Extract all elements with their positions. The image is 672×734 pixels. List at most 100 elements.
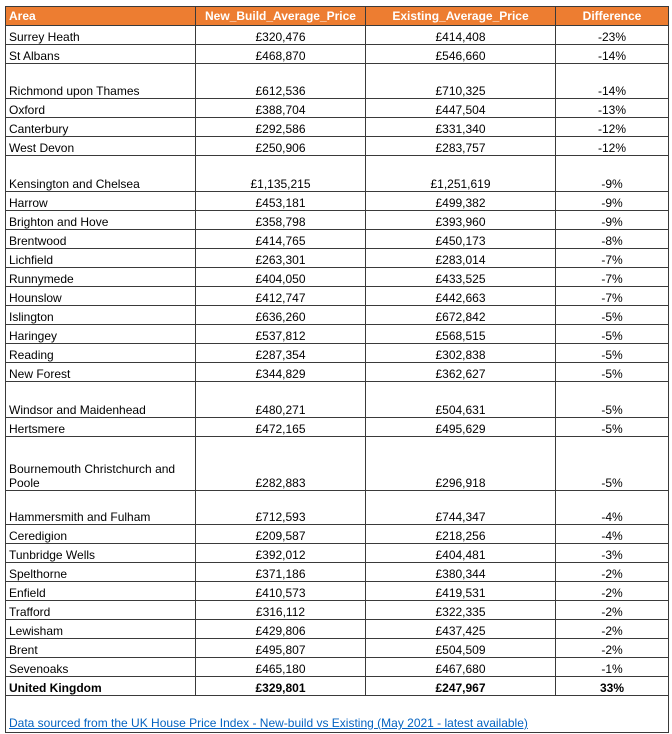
area-cell: New Forest (5, 362, 196, 382)
area-cell: Sevenoaks (5, 657, 196, 677)
value-cell: £358,798 (195, 210, 366, 230)
area-cell: Oxford (5, 98, 196, 118)
table-row: Islington £636,260 £672,842 -5% (5, 305, 669, 325)
value-cell: £495,629 (365, 417, 556, 437)
table-row: Brentwood £414,765 £450,173 -8% (5, 229, 669, 249)
value-cell: £453,181 (195, 191, 366, 211)
area-cell: Islington (5, 305, 196, 325)
value-cell: £404,481 (365, 543, 556, 563)
area-cell: Tunbridge Wells (5, 543, 196, 563)
value-cell: £442,663 (365, 286, 556, 306)
value-cell: £468,870 (195, 44, 366, 64)
table-row: Windsor and Maidenhead £480,271 £504,631 -5… (5, 381, 669, 418)
value-cell: £283,014 (365, 248, 556, 268)
value-cell: £404,050 (195, 267, 366, 287)
value-cell: -4% (555, 490, 669, 525)
value-cell: -5% (555, 381, 669, 418)
footer-row: Data sourced from the UK House Price Ind… (5, 695, 669, 733)
value-cell: -5% (555, 436, 669, 491)
value-cell: £296,918 (365, 436, 556, 491)
value-cell: -9% (555, 155, 669, 192)
area-cell: Runnymede (5, 267, 196, 287)
value-cell: £380,344 (365, 562, 556, 582)
value-cell: £467,680 (365, 657, 556, 677)
table-row: Richmond upon Thames £612,536 £710,325 -14% (5, 63, 669, 99)
spreadsheet: Area New_Build_Average_Price Existing_Aver… (5, 6, 669, 733)
value-cell: £410,573 (195, 581, 366, 601)
value-cell: -12% (555, 117, 669, 137)
area-cell: Hounslow (5, 286, 196, 306)
table-row: Lewisham £429,806 £437,425 -2% (5, 619, 669, 639)
table-row: New Forest £344,829 £362,627 -5% (5, 362, 669, 382)
value-cell: £744,347 (365, 490, 556, 525)
area-cell: Richmond upon Thames (5, 63, 196, 99)
table-body: Surrey Heath £320,476 £414,408 -23% St Alban… (5, 25, 669, 696)
source-link[interactable]: Data sourced from the UK House Price Ind… (9, 716, 528, 730)
table-row: St Albans £468,870 £546,660 -14% (5, 44, 669, 64)
value-cell: £250,906 (195, 136, 366, 156)
column-header: Existing_Average_Price (365, 6, 556, 26)
value-cell: -2% (555, 562, 669, 582)
area-cell: Ceredigion (5, 524, 196, 544)
area-cell: Hertsmere (5, 417, 196, 437)
value-cell: -13% (555, 98, 669, 118)
value-cell: £322,335 (365, 600, 556, 620)
area-cell: Brentwood (5, 229, 196, 249)
header-row: Area New_Build_Average_Price Existing_Aver… (5, 6, 669, 26)
area-cell: Enfield (5, 581, 196, 601)
table-row: Enfield £410,573 £419,531 -2% (5, 581, 669, 601)
value-cell: £392,012 (195, 543, 366, 563)
value-cell: £414,408 (365, 25, 556, 45)
value-cell: £320,476 (195, 25, 366, 45)
value-cell: -9% (555, 210, 669, 230)
value-cell: -2% (555, 638, 669, 658)
table-row: Haringey £537,812 £568,515 -5% (5, 324, 669, 344)
value-cell: £329,801 (195, 676, 366, 696)
area-cell: Kensington and Chelsea (5, 155, 196, 192)
value-cell: £292,586 (195, 117, 366, 137)
value-cell: -7% (555, 286, 669, 306)
value-cell: £388,704 (195, 98, 366, 118)
value-cell: £495,807 (195, 638, 366, 658)
column-header: Area (5, 6, 196, 26)
table-row: Canterbury £292,586 £331,340 -12% (5, 117, 669, 137)
value-cell: £712,593 (195, 490, 366, 525)
value-cell: 33% (555, 676, 669, 696)
area-cell: Bournemouth Christchurch and Poole (5, 436, 196, 491)
column-header: New_Build_Average_Price (195, 6, 366, 26)
value-cell: £302,838 (365, 343, 556, 363)
value-cell: £537,812 (195, 324, 366, 344)
value-cell: £465,180 (195, 657, 366, 677)
area-cell: Surrey Heath (5, 25, 196, 45)
value-cell: £247,967 (365, 676, 556, 696)
table-row: Runnymede £404,050 £433,525 -7% (5, 267, 669, 287)
table-row: Brent £495,807 £504,509 -2% (5, 638, 669, 658)
value-cell: £344,829 (195, 362, 366, 382)
value-cell: £429,806 (195, 619, 366, 639)
area-cell: Haringey (5, 324, 196, 344)
value-cell: -2% (555, 600, 669, 620)
value-cell: -5% (555, 305, 669, 325)
area-cell: Lewisham (5, 619, 196, 639)
value-cell: -1% (555, 657, 669, 677)
area-cell: Reading (5, 343, 196, 363)
value-cell: -9% (555, 191, 669, 211)
value-cell: -8% (555, 229, 669, 249)
table-row: Bournemouth Christchurch and Poole £282,8… (5, 436, 669, 491)
table-row: Sevenoaks £465,180 £467,680 -1% (5, 657, 669, 677)
table-row: Kensington and Chelsea £1,135,215 £1,251,6… (5, 155, 669, 192)
value-cell: £568,515 (365, 324, 556, 344)
value-cell: £282,883 (195, 436, 366, 491)
table-row: Hertsmere £472,165 £495,629 -5% (5, 417, 669, 437)
value-cell: £393,960 (365, 210, 556, 230)
area-cell: Canterbury (5, 117, 196, 137)
table-row: Harrow £453,181 £499,382 -9% (5, 191, 669, 211)
area-cell: Windsor and Maidenhead (5, 381, 196, 418)
value-cell: £472,165 (195, 417, 366, 437)
area-cell: Harrow (5, 191, 196, 211)
value-cell: -5% (555, 417, 669, 437)
value-cell: £636,260 (195, 305, 366, 325)
table-row: Oxford £388,704 £447,504 -13% (5, 98, 669, 118)
value-cell: £433,525 (365, 267, 556, 287)
value-cell: -5% (555, 324, 669, 344)
